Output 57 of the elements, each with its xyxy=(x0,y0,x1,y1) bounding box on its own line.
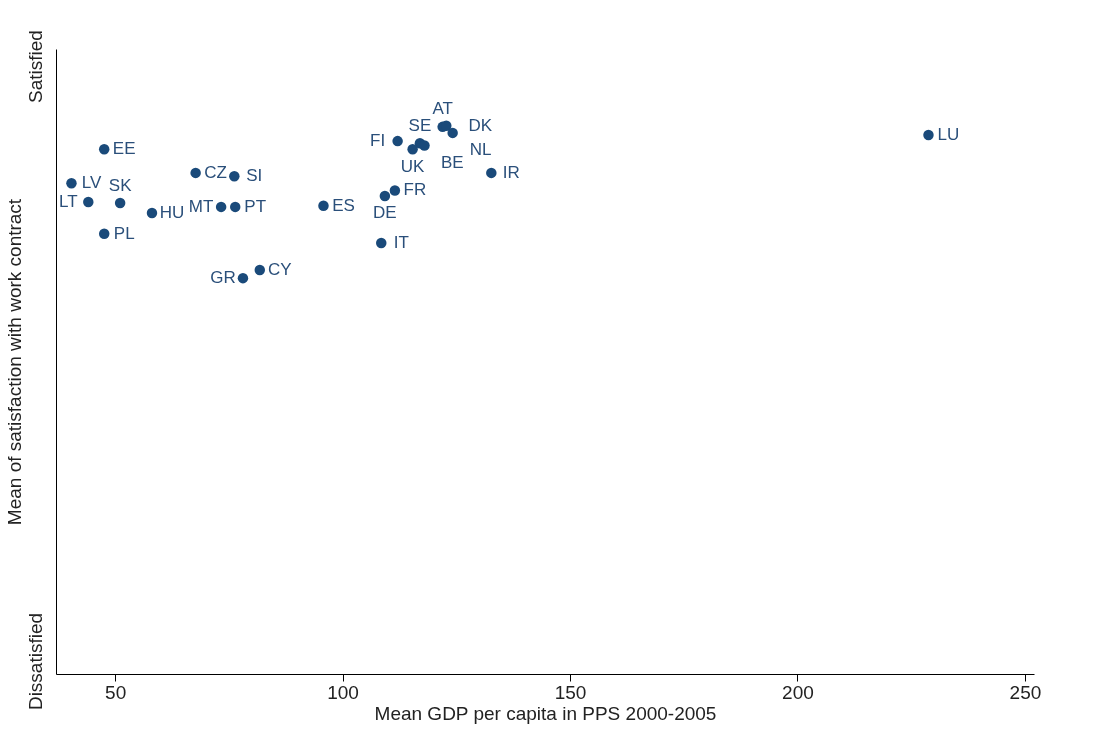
point xyxy=(407,144,418,155)
annotation: PL xyxy=(113,223,135,243)
annotation: LT xyxy=(59,191,78,211)
annotation: SI xyxy=(246,166,263,186)
annotation: DE xyxy=(373,203,397,223)
point xyxy=(389,185,401,196)
annotation: CY xyxy=(267,259,292,279)
point xyxy=(146,207,158,219)
annotation: CZ xyxy=(204,162,227,182)
point xyxy=(254,264,266,276)
x-tick-label: 200 xyxy=(782,681,814,703)
point xyxy=(318,200,329,212)
point xyxy=(190,167,201,179)
text: Satisfied xyxy=(25,30,46,103)
annotation: BE xyxy=(440,152,464,172)
point xyxy=(419,140,430,151)
annotation: UK xyxy=(400,156,426,176)
annotation: LV xyxy=(81,173,102,193)
annotation: DK xyxy=(468,115,493,135)
point xyxy=(229,201,241,213)
annotation: MT xyxy=(188,196,214,216)
y-axis-title: Mean of satisfaction with work contract xyxy=(3,198,25,526)
point xyxy=(486,167,497,179)
annotation: PT xyxy=(244,196,267,216)
point xyxy=(441,120,452,131)
annotation: SK xyxy=(108,175,133,195)
point xyxy=(379,190,391,202)
annotation: IT xyxy=(393,233,409,253)
x-axis-title: Mean GDP per capita in PPS 2000-2005 xyxy=(374,702,717,724)
point xyxy=(923,129,934,141)
annotation: NL xyxy=(469,139,492,159)
annotation: AT xyxy=(432,99,453,119)
text: Dissatisfied xyxy=(25,612,46,711)
annotation: EE xyxy=(112,139,136,159)
point xyxy=(98,144,110,155)
point xyxy=(376,237,387,249)
annotation: ES xyxy=(332,195,355,215)
point xyxy=(66,178,77,189)
x-tick-label: 50 xyxy=(105,681,127,703)
annotation: FR xyxy=(403,180,427,200)
point xyxy=(98,228,110,239)
point xyxy=(114,197,126,209)
point xyxy=(229,170,240,182)
point xyxy=(392,135,403,147)
point xyxy=(447,127,458,139)
x-tick-label: 250 xyxy=(1009,681,1042,703)
annotation: FI xyxy=(370,131,386,151)
annotation: IR xyxy=(502,162,520,182)
point xyxy=(83,196,94,208)
annotation: LU xyxy=(937,125,960,145)
point xyxy=(237,272,249,284)
x-tick-label: 100 xyxy=(327,681,359,703)
annotation: GR xyxy=(210,268,236,288)
annotation: SE xyxy=(408,115,432,135)
x-tick-label: 150 xyxy=(554,681,587,703)
annotation: HU xyxy=(159,202,185,222)
point xyxy=(215,201,227,213)
